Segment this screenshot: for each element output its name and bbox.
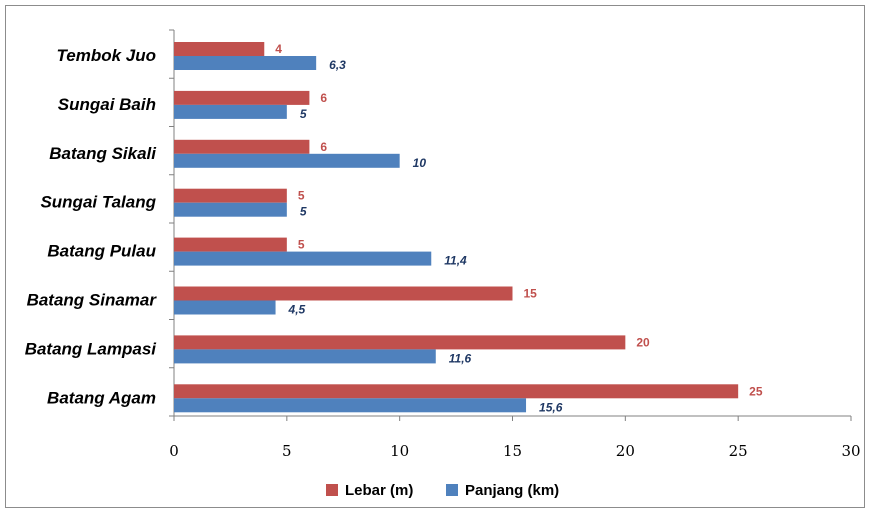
bar-lebar: [174, 384, 739, 399]
x-tick-label: 5: [282, 442, 292, 460]
bar-lebar: [174, 139, 310, 154]
bar-panjang: [174, 398, 527, 413]
bar-panjang: [174, 104, 287, 119]
data-label-lebar: 6: [320, 140, 327, 154]
category-label: Batang Pulau: [47, 242, 156, 261]
x-tick-label: 10: [390, 442, 409, 460]
legend-swatch-lebar: [326, 484, 338, 496]
bar-lebar: [174, 286, 513, 301]
bar-panjang: [174, 56, 317, 70]
data-label-lebar: 5: [298, 238, 305, 252]
data-label-panjang: 6,3: [329, 58, 346, 72]
data-label-panjang: 5: [300, 205, 307, 219]
bar-lebar: [174, 335, 626, 350]
category-label: Sungai Baih: [58, 95, 156, 114]
data-label-panjang: 4,5: [288, 303, 306, 317]
bar-lebar: [174, 90, 310, 105]
category-label: Batang Agam: [47, 388, 156, 407]
data-label-lebar: 4: [275, 42, 282, 56]
data-label-panjang: 11,4: [444, 254, 467, 268]
chart-frame: [5, 5, 865, 508]
bar-panjang: [174, 153, 400, 168]
data-label-panjang: 10: [413, 156, 427, 170]
x-tick-label: 0: [169, 442, 179, 460]
data-label-panjang: 5: [300, 107, 307, 121]
bar-panjang: [174, 251, 432, 266]
bar-lebar: [174, 42, 265, 56]
bar-lebar: [174, 237, 287, 252]
category-label: Batang Sinamar: [27, 291, 158, 310]
legend-label-panjang: Panjang (km): [465, 482, 559, 499]
bar-panjang: [174, 300, 276, 315]
x-tick-label: 30: [841, 442, 860, 460]
bar-panjang: [174, 349, 436, 364]
data-label-lebar: 5: [298, 189, 305, 203]
legend-swatch-panjang: [446, 484, 458, 496]
x-tick-label: 20: [616, 442, 635, 460]
data-label-lebar: 6: [320, 91, 327, 105]
bar-panjang: [174, 202, 287, 217]
data-label-lebar: 15: [524, 287, 538, 301]
data-label-lebar: 25: [749, 384, 763, 398]
bar-lebar: [174, 188, 287, 203]
x-tick-label: 15: [503, 442, 522, 460]
data-label-panjang: 15,6: [539, 400, 563, 414]
x-tick-label: 25: [729, 442, 748, 460]
category-label: Batang Lampasi: [25, 339, 158, 358]
legend-label-lebar: Lebar (m): [345, 482, 413, 499]
category-label: Batang Sikali: [49, 144, 157, 163]
data-label-panjang: 11,6: [449, 351, 472, 365]
data-label-lebar: 20: [636, 335, 650, 349]
category-label: Sungai Talang: [40, 193, 156, 212]
category-label: Tembok Juo: [57, 46, 157, 65]
